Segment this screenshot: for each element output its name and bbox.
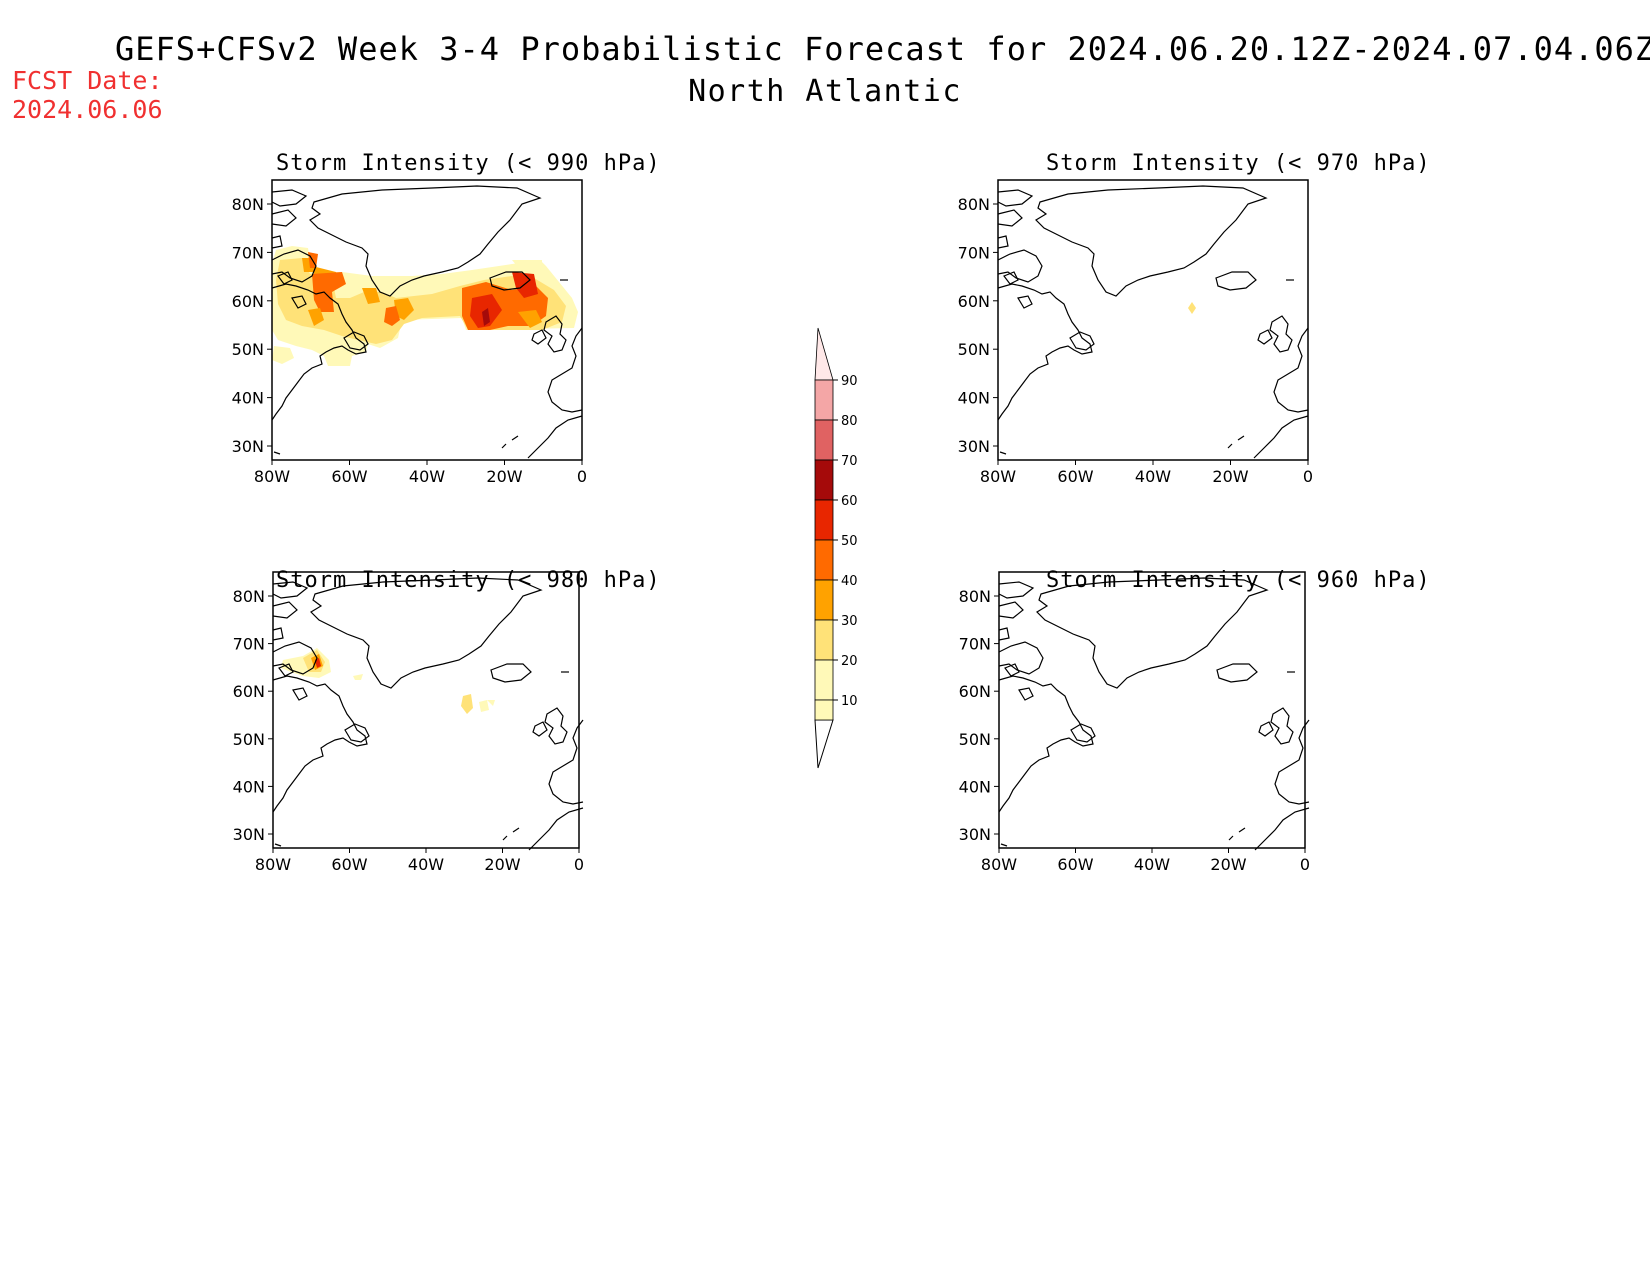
lat-tick-label: 50N	[958, 340, 990, 359]
lat-tick-label: 70N	[232, 243, 264, 262]
lat-tick-label: 30N	[232, 437, 264, 456]
colorbar-segment	[814, 619, 834, 661]
lat-tick-label: 70N	[959, 635, 991, 654]
lat-tick-label: 70N	[233, 635, 265, 654]
map-frame-980	[272, 571, 580, 849]
lat-tick-label: 60N	[958, 292, 990, 311]
fcst-date-value: 2024.06.06	[12, 95, 163, 124]
lon-tick-label: 20W	[484, 855, 520, 874]
lat-tick-label: 80N	[959, 587, 991, 606]
lon-tick-label: 0	[1303, 467, 1313, 486]
lon-tick-label: 80W	[254, 467, 290, 486]
fcst-date-label: FCST Date:	[12, 66, 163, 95]
lon-tick-label: 0	[574, 855, 584, 874]
lon-tick-label: 20W	[1210, 855, 1246, 874]
lat-tick-label: 50N	[959, 730, 991, 749]
lon-tick-label: 40W	[409, 467, 445, 486]
map-panel-970	[997, 179, 1309, 461]
colorbar-label: 10	[841, 694, 858, 709]
lon-tick-label: 60W	[331, 467, 367, 486]
colorbar-segment	[814, 499, 834, 541]
colorbar-segment	[814, 539, 834, 581]
lon-tick-label: 60W	[331, 855, 367, 874]
lat-tick-label: 30N	[958, 437, 990, 456]
colorbar-segment	[814, 459, 834, 501]
lon-tick-label: 0	[1300, 855, 1310, 874]
probability-shading-990	[272, 246, 578, 366]
lon-tick-label: 40W	[408, 855, 444, 874]
lat-tick-label: 50N	[232, 340, 264, 359]
colorbar-upper-arrow	[814, 327, 834, 381]
colorbar: 10 20 30 40 50 60 70 80 90	[814, 327, 858, 769]
lon-tick-label: 80W	[981, 855, 1017, 874]
lat-tick-label: 80N	[958, 195, 990, 214]
panel-title-970: Storm Intensity (< 970 hPa)	[1046, 151, 1431, 176]
colorbar-segment	[814, 419, 834, 461]
colorbar-segment	[814, 579, 834, 621]
lat-tick-label: 50N	[233, 730, 265, 749]
lat-tick-label: 30N	[959, 825, 991, 844]
lon-tick-label: 80W	[980, 467, 1016, 486]
lat-tick-label: 60N	[232, 292, 264, 311]
lat-tick-label: 60N	[959, 682, 991, 701]
map-frame-970	[997, 179, 1309, 461]
page-title: GEFS+CFSv2 Week 3-4 Probabilistic Foreca…	[115, 30, 1650, 68]
colorbar-label: 60	[841, 494, 858, 509]
lat-tick-label: 80N	[233, 587, 265, 606]
lon-tick-label: 60W	[1057, 855, 1093, 874]
lon-tick-label: 80W	[255, 855, 291, 874]
panel-title-990: Storm Intensity (< 990 hPa)	[276, 151, 661, 176]
lat-tick-label: 80N	[232, 195, 264, 214]
colorbar-label: 70	[841, 454, 858, 469]
lon-tick-label: 20W	[1212, 467, 1248, 486]
colorbar-label: 40	[841, 574, 858, 589]
lat-tick-label: 60N	[233, 682, 265, 701]
lon-tick-label: 40W	[1134, 855, 1170, 874]
colorbar-lower-arrow	[814, 719, 834, 769]
lon-tick-label: 20W	[486, 467, 522, 486]
colorbar-label: 80	[841, 414, 858, 429]
lat-tick-label: 40N	[233, 777, 265, 796]
map-panel-960	[998, 571, 1310, 851]
lat-tick-label: 70N	[958, 243, 990, 262]
colorbar-segment	[814, 659, 834, 701]
axis-labels: 80N 70N 60N 50N 40N 30N 80W 60W 40W 20W 0 80N 70N 60N…	[232, 195, 1313, 874]
lat-tick-label: 40N	[958, 389, 990, 408]
colorbar-label: 50	[841, 534, 858, 549]
colorbar-segment	[814, 379, 834, 421]
map-panel-980	[272, 571, 584, 851]
lat-tick-label: 30N	[233, 825, 265, 844]
lat-tick-label: 40N	[959, 777, 991, 796]
forecast-date-block: FCST Date: 2024.06.06	[12, 66, 163, 124]
lon-tick-label: 60W	[1057, 467, 1093, 486]
region-subtitle: North Atlantic	[688, 74, 962, 109]
colorbar-label: 90	[841, 374, 858, 389]
colorbar-label: 30	[841, 614, 858, 629]
colorbar-segment	[814, 699, 834, 721]
colorbar-label: 20	[841, 654, 858, 669]
map-panel-990	[271, 179, 583, 461]
lon-tick-label: 40W	[1135, 467, 1171, 486]
map-frame-960	[998, 571, 1306, 849]
lat-tick-label: 40N	[232, 389, 264, 408]
lon-tick-label: 0	[577, 467, 587, 486]
probability-shading-970	[1188, 302, 1196, 314]
